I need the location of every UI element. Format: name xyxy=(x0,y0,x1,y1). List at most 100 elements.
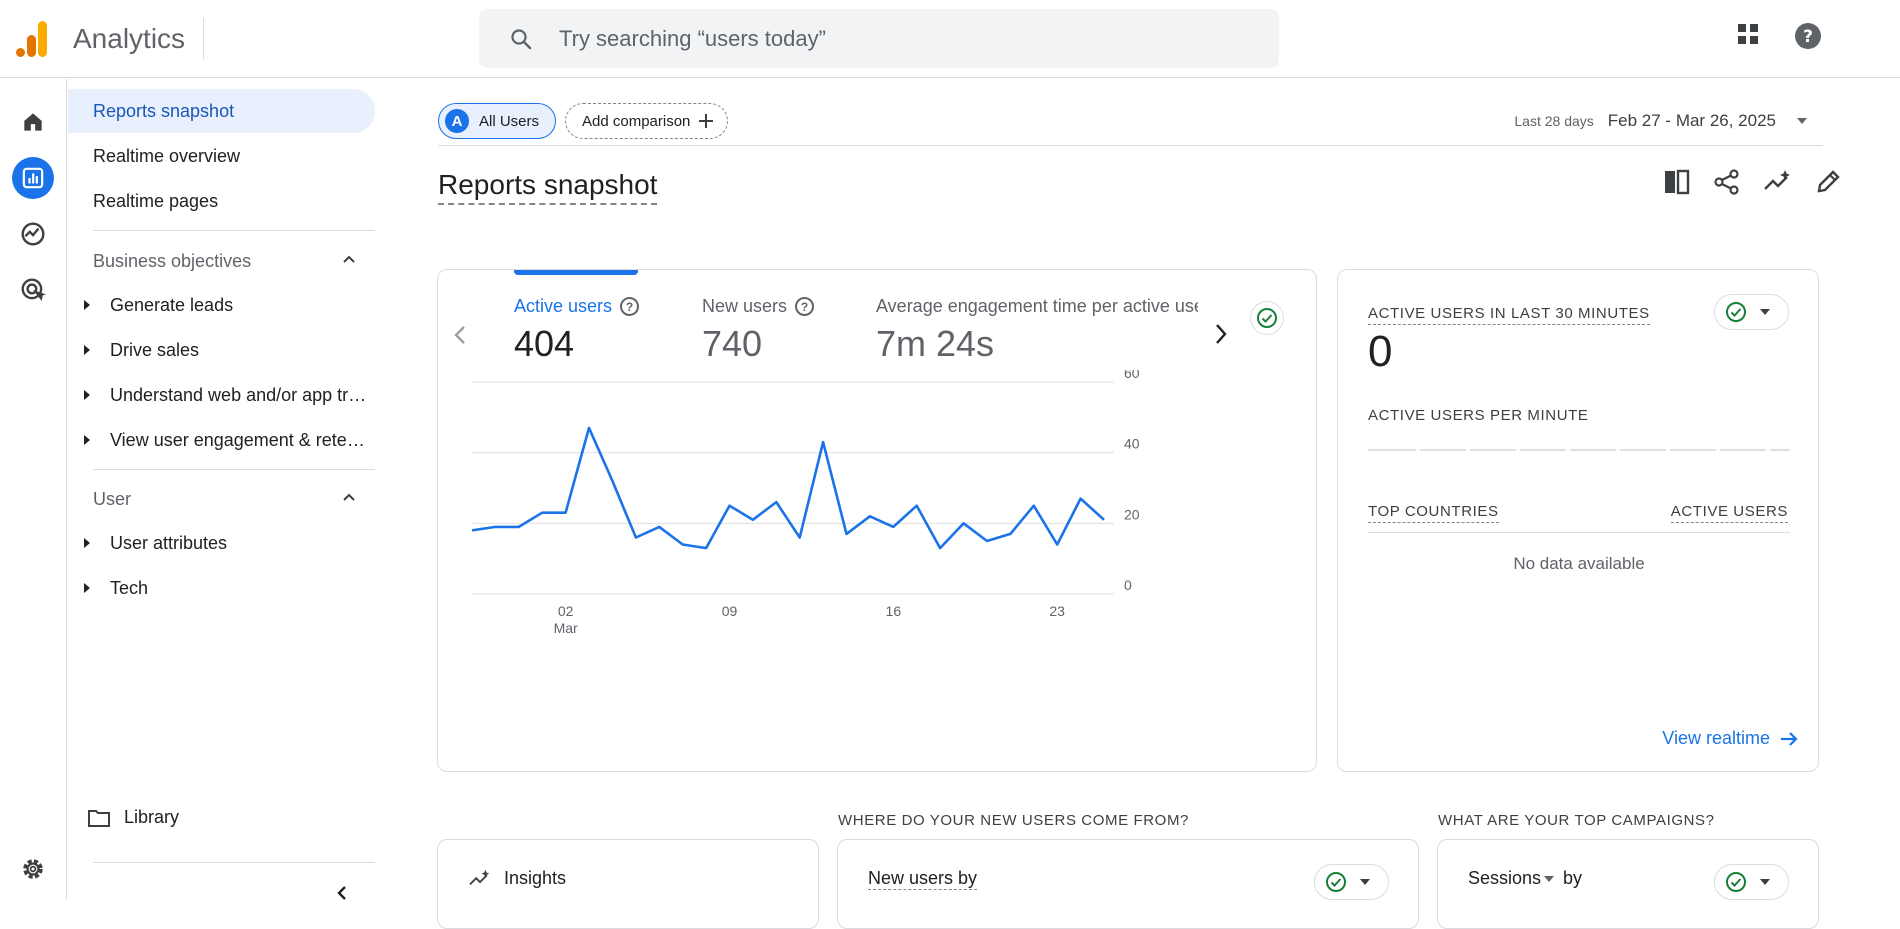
compare-columns-icon[interactable] xyxy=(1663,169,1691,195)
status-check-icon[interactable] xyxy=(1250,301,1284,335)
status-check-icon xyxy=(1325,871,1347,893)
campaigns-question: WHAT ARE YOUR TOP CAMPAIGNS? xyxy=(1438,812,1715,829)
per-minute-sparkline xyxy=(1368,448,1790,452)
home-icon[interactable] xyxy=(12,101,54,143)
edit-pencil-icon[interactable] xyxy=(1815,169,1841,195)
reports-icon[interactable] xyxy=(12,157,54,199)
dropdown-arrow-icon xyxy=(1543,875,1555,883)
x-tick-sublabel: Mar xyxy=(554,620,578,636)
reports-nav: Reports snapshot Realtime overview Realt… xyxy=(68,79,378,900)
realtime-value: 0 xyxy=(1368,327,1392,377)
nav-generate-leads[interactable]: Generate leads xyxy=(68,285,375,325)
dropdown-arrow-icon xyxy=(1759,878,1771,886)
nav-understand-traffic[interactable]: Understand web and/or app traffic xyxy=(68,375,375,415)
metric-value: 740 xyxy=(702,323,814,365)
app-title[interactable]: Analytics xyxy=(73,23,185,55)
status-check-icon xyxy=(1725,871,1747,893)
explore-icon[interactable] xyxy=(12,213,54,255)
divider xyxy=(203,18,204,60)
view-realtime-link[interactable]: View realtime xyxy=(1662,728,1798,749)
divider xyxy=(93,230,375,231)
x-tick-label: 16 xyxy=(886,603,902,619)
insights-card[interactable]: Insights xyxy=(437,839,819,929)
expand-arrow-icon xyxy=(84,300,90,310)
divider xyxy=(93,469,375,470)
chevron-up-icon[interactable] xyxy=(341,251,357,267)
realtime-card: ACTIVE USERS IN LAST 30 MINUTES 0 ACTIVE… xyxy=(1337,269,1819,772)
dropdown-arrow-icon xyxy=(1359,878,1371,886)
nav-library[interactable]: Library xyxy=(88,807,179,828)
page-title[interactable]: Reports snapshot xyxy=(438,169,657,205)
sessions-dropdown[interactable]: Sessions xyxy=(1468,868,1541,889)
expand-arrow-icon xyxy=(84,583,90,593)
expand-arrow-icon xyxy=(84,435,90,445)
expand-arrow-icon xyxy=(84,390,90,400)
metrics-chart-card: Active users? 404 New users? 740 Average… xyxy=(437,269,1317,772)
apps-grid-icon[interactable] xyxy=(1736,22,1760,51)
search-input[interactable]: Try searching “users today” xyxy=(559,26,826,52)
x-tick-label: 23 xyxy=(1049,603,1065,619)
advertising-icon[interactable] xyxy=(12,269,54,311)
y-tick-label: 40 xyxy=(1124,436,1140,452)
series-line-active-users xyxy=(472,428,1104,548)
analytics-logo-icon[interactable] xyxy=(16,20,50,58)
card-options-button[interactable] xyxy=(1314,864,1389,900)
chevron-left-icon[interactable] xyxy=(452,324,468,346)
realtime-options-button[interactable] xyxy=(1714,294,1789,330)
metric-value: 7m 24s xyxy=(876,323,1198,365)
column-header-active-users[interactable]: ACTIVE USERS xyxy=(1671,503,1788,523)
sessions-by-label[interactable]: Sessions by xyxy=(1468,868,1582,889)
x-tick-label: 09 xyxy=(722,603,738,619)
new-users-question: WHERE DO YOUR NEW USERS COME FROM? xyxy=(838,812,1189,829)
nav-reports-snapshot[interactable]: Reports snapshot xyxy=(68,89,375,133)
collapse-nav-chevron-icon[interactable] xyxy=(334,885,350,901)
new-users-by-label[interactable]: New users by xyxy=(868,868,977,890)
help-question-icon[interactable]: ? xyxy=(620,297,639,316)
help-icon[interactable]: ? xyxy=(1794,22,1822,55)
icon-side-nav xyxy=(0,79,67,900)
section-user[interactable]: User xyxy=(93,489,131,510)
nav-drive-sales[interactable]: Drive sales xyxy=(68,330,375,370)
top-bar: Analytics Try searching “users today” ? xyxy=(0,0,1900,78)
section-business-objectives[interactable]: Business objectives xyxy=(93,251,251,272)
search-bar[interactable]: Try searching “users today” xyxy=(479,9,1279,68)
dropdown-arrow-icon xyxy=(1759,308,1771,316)
y-tick-label: 60 xyxy=(1124,370,1140,381)
date-range-picker[interactable]: Last 28 days Feb 27 - Mar 26, 2025 xyxy=(1514,111,1808,131)
nav-realtime-overview[interactable]: Realtime overview xyxy=(68,134,375,178)
insights-header: Insights xyxy=(468,868,566,889)
chevron-right-icon[interactable] xyxy=(1213,322,1229,346)
share-icon[interactable] xyxy=(1713,169,1741,195)
svg-text:?: ? xyxy=(1803,27,1813,47)
card-options-button[interactable] xyxy=(1714,864,1789,900)
all-users-chip[interactable]: A All Users xyxy=(438,103,556,139)
folder-icon xyxy=(88,809,110,827)
add-comparison-button[interactable]: Add comparison xyxy=(565,103,728,139)
metric-value: 404 xyxy=(514,323,639,365)
x-tick-label: 02 xyxy=(558,603,574,619)
nav-user-attributes[interactable]: User attributes xyxy=(68,523,375,563)
campaigns-card: Sessions by xyxy=(1437,839,1819,929)
insights-sparkle-icon[interactable] xyxy=(1763,169,1793,195)
metric-tab-avg-engagement[interactable]: Average engagement time per active user … xyxy=(876,296,1198,365)
per-minute-caption: ACTIVE USERS PER MINUTE xyxy=(1368,407,1589,424)
help-question-icon[interactable]: ? xyxy=(795,297,814,316)
y-tick-label: 0 xyxy=(1124,577,1132,593)
divider xyxy=(438,145,1823,146)
divider xyxy=(93,862,375,863)
nav-user-engagement[interactable]: View user engagement & retention xyxy=(68,420,375,460)
settings-gear-icon[interactable] xyxy=(12,848,54,890)
active-tab-indicator xyxy=(514,270,638,275)
realtime-title[interactable]: ACTIVE USERS IN LAST 30 MINUTES xyxy=(1368,305,1650,325)
main-content: A All Users Add comparison Last 28 days … xyxy=(378,79,1900,900)
plus-icon xyxy=(698,113,714,129)
nav-realtime-pages[interactable]: Realtime pages xyxy=(68,179,375,223)
chevron-up-icon[interactable] xyxy=(341,489,357,505)
column-header-countries[interactable]: TOP COUNTRIES xyxy=(1368,503,1499,523)
metric-tab-active-users[interactable]: Active users? 404 xyxy=(514,296,639,365)
nav-tech[interactable]: Tech xyxy=(68,568,375,608)
metric-tab-new-users[interactable]: New users? 740 xyxy=(702,296,814,365)
divider xyxy=(1368,532,1790,533)
search-icon xyxy=(509,27,533,51)
